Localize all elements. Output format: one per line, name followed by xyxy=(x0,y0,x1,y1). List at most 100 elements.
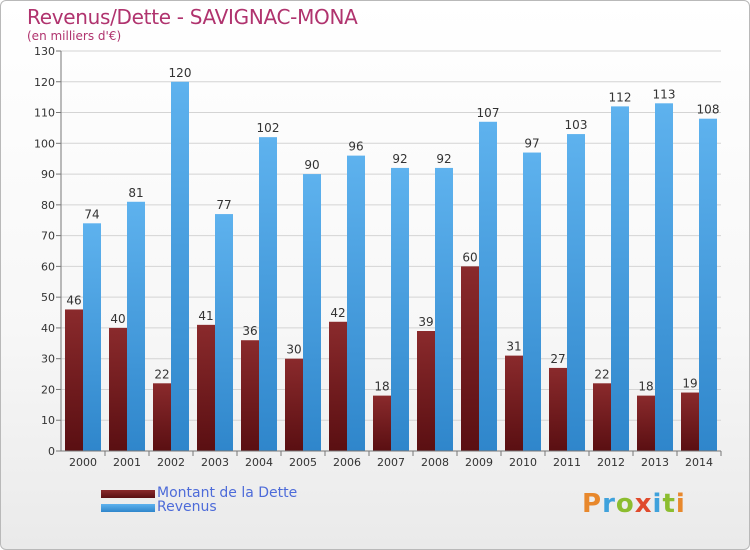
data-label-revenus: 108 xyxy=(697,103,720,117)
bar-dette xyxy=(461,266,479,451)
bar-dette xyxy=(373,395,391,451)
x-tick-label: 2007 xyxy=(377,456,405,469)
x-tick-label: 2000 xyxy=(69,456,97,469)
bar-revenus xyxy=(523,152,541,452)
bar-revenus xyxy=(479,121,497,452)
y-tick-label: 0 xyxy=(48,445,55,458)
bar-dette xyxy=(593,383,611,451)
data-label-dette: 22 xyxy=(154,367,169,381)
bar-dette xyxy=(549,367,567,451)
bar-dette xyxy=(681,392,699,451)
data-label-dette: 42 xyxy=(330,306,345,320)
y-axis: 0 10 20 30 40 50 60 70 80 90 100 110 120 130 xyxy=(34,45,62,458)
bar-dette xyxy=(197,324,215,451)
data-label-revenus: 102 xyxy=(257,121,280,135)
x-tick-label: 2001 xyxy=(113,456,141,469)
bar-dette xyxy=(505,355,523,451)
data-label-revenus: 107 xyxy=(477,106,500,120)
data-label-dette: 18 xyxy=(374,380,389,394)
data-label-dette: 18 xyxy=(638,380,653,394)
data-label-revenus: 97 xyxy=(524,137,539,151)
data-label-dette: 46 xyxy=(66,293,81,307)
legend-swatch-dette xyxy=(101,490,155,498)
logo-letter: i xyxy=(675,489,686,519)
data-label-revenus: 96 xyxy=(348,140,363,154)
data-label-dette: 39 xyxy=(418,315,433,329)
y-tick-label: 130 xyxy=(34,45,55,58)
logo-letter: r xyxy=(602,489,616,519)
data-label-dette: 36 xyxy=(242,324,257,338)
legend-label-dette: Montant de la Dette xyxy=(157,485,298,501)
bar-revenus xyxy=(215,214,233,451)
y-tick-label: 40 xyxy=(41,322,55,335)
data-label-revenus: 74 xyxy=(84,207,99,221)
data-label-dette: 60 xyxy=(462,250,477,264)
y-tick-label: 70 xyxy=(41,230,55,243)
chart-title: Revenus/Dette - SAVIGNAC-MONA xyxy=(27,5,358,29)
x-tick-label: 2002 xyxy=(157,456,185,469)
bar-revenus xyxy=(655,103,673,452)
data-label-dette: 31 xyxy=(506,340,521,354)
bar-revenus xyxy=(127,201,145,451)
bar-revenus xyxy=(259,137,277,451)
bar-dette xyxy=(329,321,347,451)
logo-letter: x xyxy=(634,489,653,519)
x-tick-label: 2005 xyxy=(289,456,317,469)
logo-letter: o xyxy=(615,489,635,519)
x-tick-label: 2009 xyxy=(465,456,493,469)
y-tick-label: 20 xyxy=(41,383,55,396)
x-axis: 2000 2001 2002 2003 2004 2005 2006 2007 2008 2009… xyxy=(61,450,722,469)
data-label-revenus: 92 xyxy=(436,152,451,166)
data-label-dette: 27 xyxy=(550,352,565,366)
data-label-revenus: 90 xyxy=(304,158,319,172)
logo-letter: t xyxy=(662,489,676,519)
data-label-dette: 22 xyxy=(594,367,609,381)
data-label-dette: 30 xyxy=(286,343,301,357)
chart-subtitle: (en milliers d'€) xyxy=(27,29,122,43)
x-tick-label: 2008 xyxy=(421,456,449,469)
x-tick-label: 2003 xyxy=(201,456,229,469)
logo-letter: i xyxy=(652,489,663,519)
bar-dette xyxy=(65,309,83,451)
bar-revenus xyxy=(699,118,717,451)
data-label-revenus: 77 xyxy=(216,198,231,212)
bar-dette xyxy=(241,340,259,451)
x-tick-label: 2013 xyxy=(641,456,669,469)
data-label-revenus: 113 xyxy=(653,87,676,101)
bar-revenus xyxy=(347,155,365,451)
x-tick-label: 2014 xyxy=(685,456,713,469)
x-tick-label: 2011 xyxy=(553,456,581,469)
x-tick-label: 2004 xyxy=(245,456,273,469)
y-tick-label: 80 xyxy=(41,199,55,212)
legend-label-revenus: Revenus xyxy=(157,499,217,515)
bar-revenus xyxy=(391,167,409,451)
bar-revenus xyxy=(435,167,453,451)
x-tick-label: 2012 xyxy=(597,456,625,469)
bar-revenus xyxy=(567,134,585,452)
bar-dette xyxy=(109,327,127,451)
legend-swatch-revenus xyxy=(101,504,155,512)
bar-dette xyxy=(417,331,435,451)
logo-letter: P xyxy=(582,489,603,519)
bar-revenus xyxy=(303,174,321,452)
bar-dette xyxy=(637,395,655,451)
y-tick-label: 60 xyxy=(41,260,55,273)
data-label-revenus: 103 xyxy=(565,118,588,132)
data-label-revenus: 120 xyxy=(169,66,192,80)
bars: 46 74 40 81 22 120 41 77 36 102 30 90 42 96 18 92 39 92 60… xyxy=(65,66,720,452)
data-label-dette: 19 xyxy=(682,377,697,391)
y-tick-label: 30 xyxy=(41,353,55,366)
data-label-dette: 41 xyxy=(198,309,213,323)
x-tick-label: 2010 xyxy=(509,456,537,469)
bar-revenus xyxy=(83,223,101,451)
x-tick-label: 2006 xyxy=(333,456,361,469)
data-label-revenus: 81 xyxy=(128,186,143,200)
y-tick-label: 90 xyxy=(41,168,55,181)
bar-dette xyxy=(153,383,171,451)
bar-revenus xyxy=(171,81,189,452)
y-tick-label: 110 xyxy=(34,107,55,120)
proxiti-logo: Proxiti xyxy=(582,489,686,519)
y-tick-label: 10 xyxy=(41,414,55,427)
